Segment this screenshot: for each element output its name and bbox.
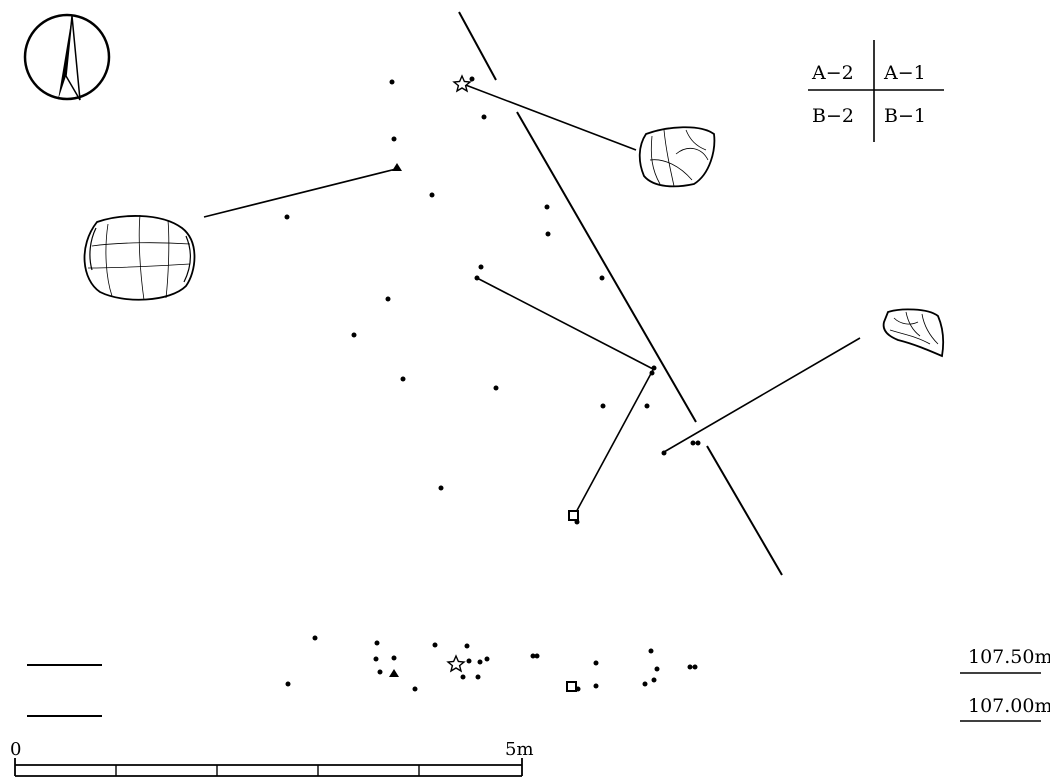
section-dot (692, 664, 698, 670)
section-dot (593, 660, 599, 666)
scale-end-label: 5m (505, 739, 534, 760)
section-dot (534, 653, 540, 659)
stone-artifact-drawing (83, 214, 196, 301)
boundary-line (458, 11, 783, 576)
section-dot (374, 640, 380, 646)
section-dot (391, 655, 397, 661)
section-dot (687, 664, 693, 670)
section-dot (312, 635, 318, 641)
elevation-lines (27, 664, 1041, 722)
find-dot (385, 296, 391, 302)
section-dot (412, 686, 418, 692)
find-dot (389, 79, 395, 85)
section-finds (285, 635, 698, 692)
find-dot (284, 214, 290, 220)
leader-line (663, 337, 861, 453)
find-dot (429, 192, 435, 198)
section-dot (593, 683, 599, 689)
section-dot (285, 681, 291, 687)
stone-artifact-drawing (882, 308, 945, 358)
find-dot (695, 440, 701, 446)
section-dot (648, 648, 654, 654)
find-dot (544, 204, 550, 210)
find-dot (600, 403, 606, 409)
section-dot (464, 643, 470, 649)
find-dot (493, 385, 499, 391)
section-dot (466, 658, 472, 664)
elevation-label-upper: 107.50m (968, 646, 1050, 668)
find-dot (351, 332, 357, 338)
section-square (566, 681, 577, 692)
section-dot (530, 653, 536, 659)
find-square (568, 510, 579, 521)
leader-line (203, 168, 397, 218)
section-dot (654, 666, 660, 672)
section-dot (373, 656, 379, 662)
leader-line (462, 83, 637, 151)
plan-finds (284, 74, 701, 525)
section-dot (477, 659, 483, 665)
find-dot (545, 231, 551, 237)
find-dot (474, 275, 480, 281)
find-dot (661, 450, 667, 456)
stone-artifact-drawing (638, 126, 716, 188)
section-dot (484, 656, 490, 662)
section-dot (377, 669, 383, 675)
section-dot (460, 674, 466, 680)
find-dot (690, 440, 696, 446)
refit-line (573, 367, 655, 517)
north-arrow-icon (23, 13, 111, 101)
section-dot (475, 674, 481, 680)
section-dot (432, 642, 438, 648)
grid-key-b2: B−2 (812, 105, 854, 127)
find-dot (649, 370, 655, 376)
find-dot (478, 264, 484, 270)
find-star (452, 74, 472, 93)
grid-key-b1: B−1 (884, 105, 926, 127)
find-dot (651, 365, 657, 371)
grid-key-a2: A−2 (811, 62, 854, 84)
find-dot (438, 485, 444, 491)
section-star (446, 654, 466, 673)
find-dot (400, 376, 406, 382)
refit-line (476, 277, 654, 370)
grid-key-a1: A−1 (883, 62, 926, 84)
find-dot (481, 114, 487, 120)
find-dot (599, 275, 605, 281)
scale-bar (14, 758, 523, 777)
elevation-label-lower: 107.00m (968, 695, 1050, 717)
section-triangle (389, 669, 399, 677)
scale-start-label: 0 (10, 739, 21, 760)
refit-lines (203, 83, 861, 517)
find-dot (391, 136, 397, 142)
find-triangle (392, 163, 402, 171)
section-dot (651, 677, 657, 683)
grid-key: A−2 A−1 B−2 B−1 (808, 40, 944, 142)
find-dot (469, 76, 475, 82)
section-dot (642, 681, 648, 687)
find-dot (644, 403, 650, 409)
